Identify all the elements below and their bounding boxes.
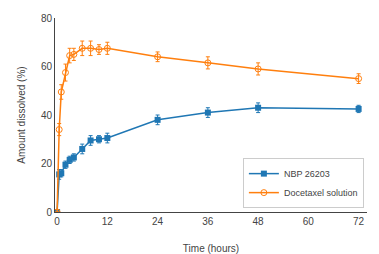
svg-text:20: 20 [41, 158, 53, 169]
svg-text:60: 60 [303, 216, 315, 227]
svg-text:12: 12 [102, 216, 114, 227]
svg-text:24: 24 [152, 216, 164, 227]
svg-text:80: 80 [41, 13, 53, 24]
svg-text:72: 72 [353, 216, 365, 227]
svg-text:0: 0 [54, 216, 60, 227]
svg-text:40: 40 [41, 110, 53, 121]
svg-text:NBP 26203: NBP 26203 [284, 169, 330, 179]
svg-text:36: 36 [202, 216, 214, 227]
svg-text:Time (hours): Time (hours) [183, 243, 239, 254]
svg-text:Amount dissolved (%): Amount dissolved (%) [16, 66, 27, 163]
svg-text:Docetaxel solution: Docetaxel solution [284, 188, 358, 198]
svg-text:48: 48 [253, 216, 265, 227]
svg-text:60: 60 [41, 61, 53, 72]
svg-text:0: 0 [46, 207, 52, 218]
